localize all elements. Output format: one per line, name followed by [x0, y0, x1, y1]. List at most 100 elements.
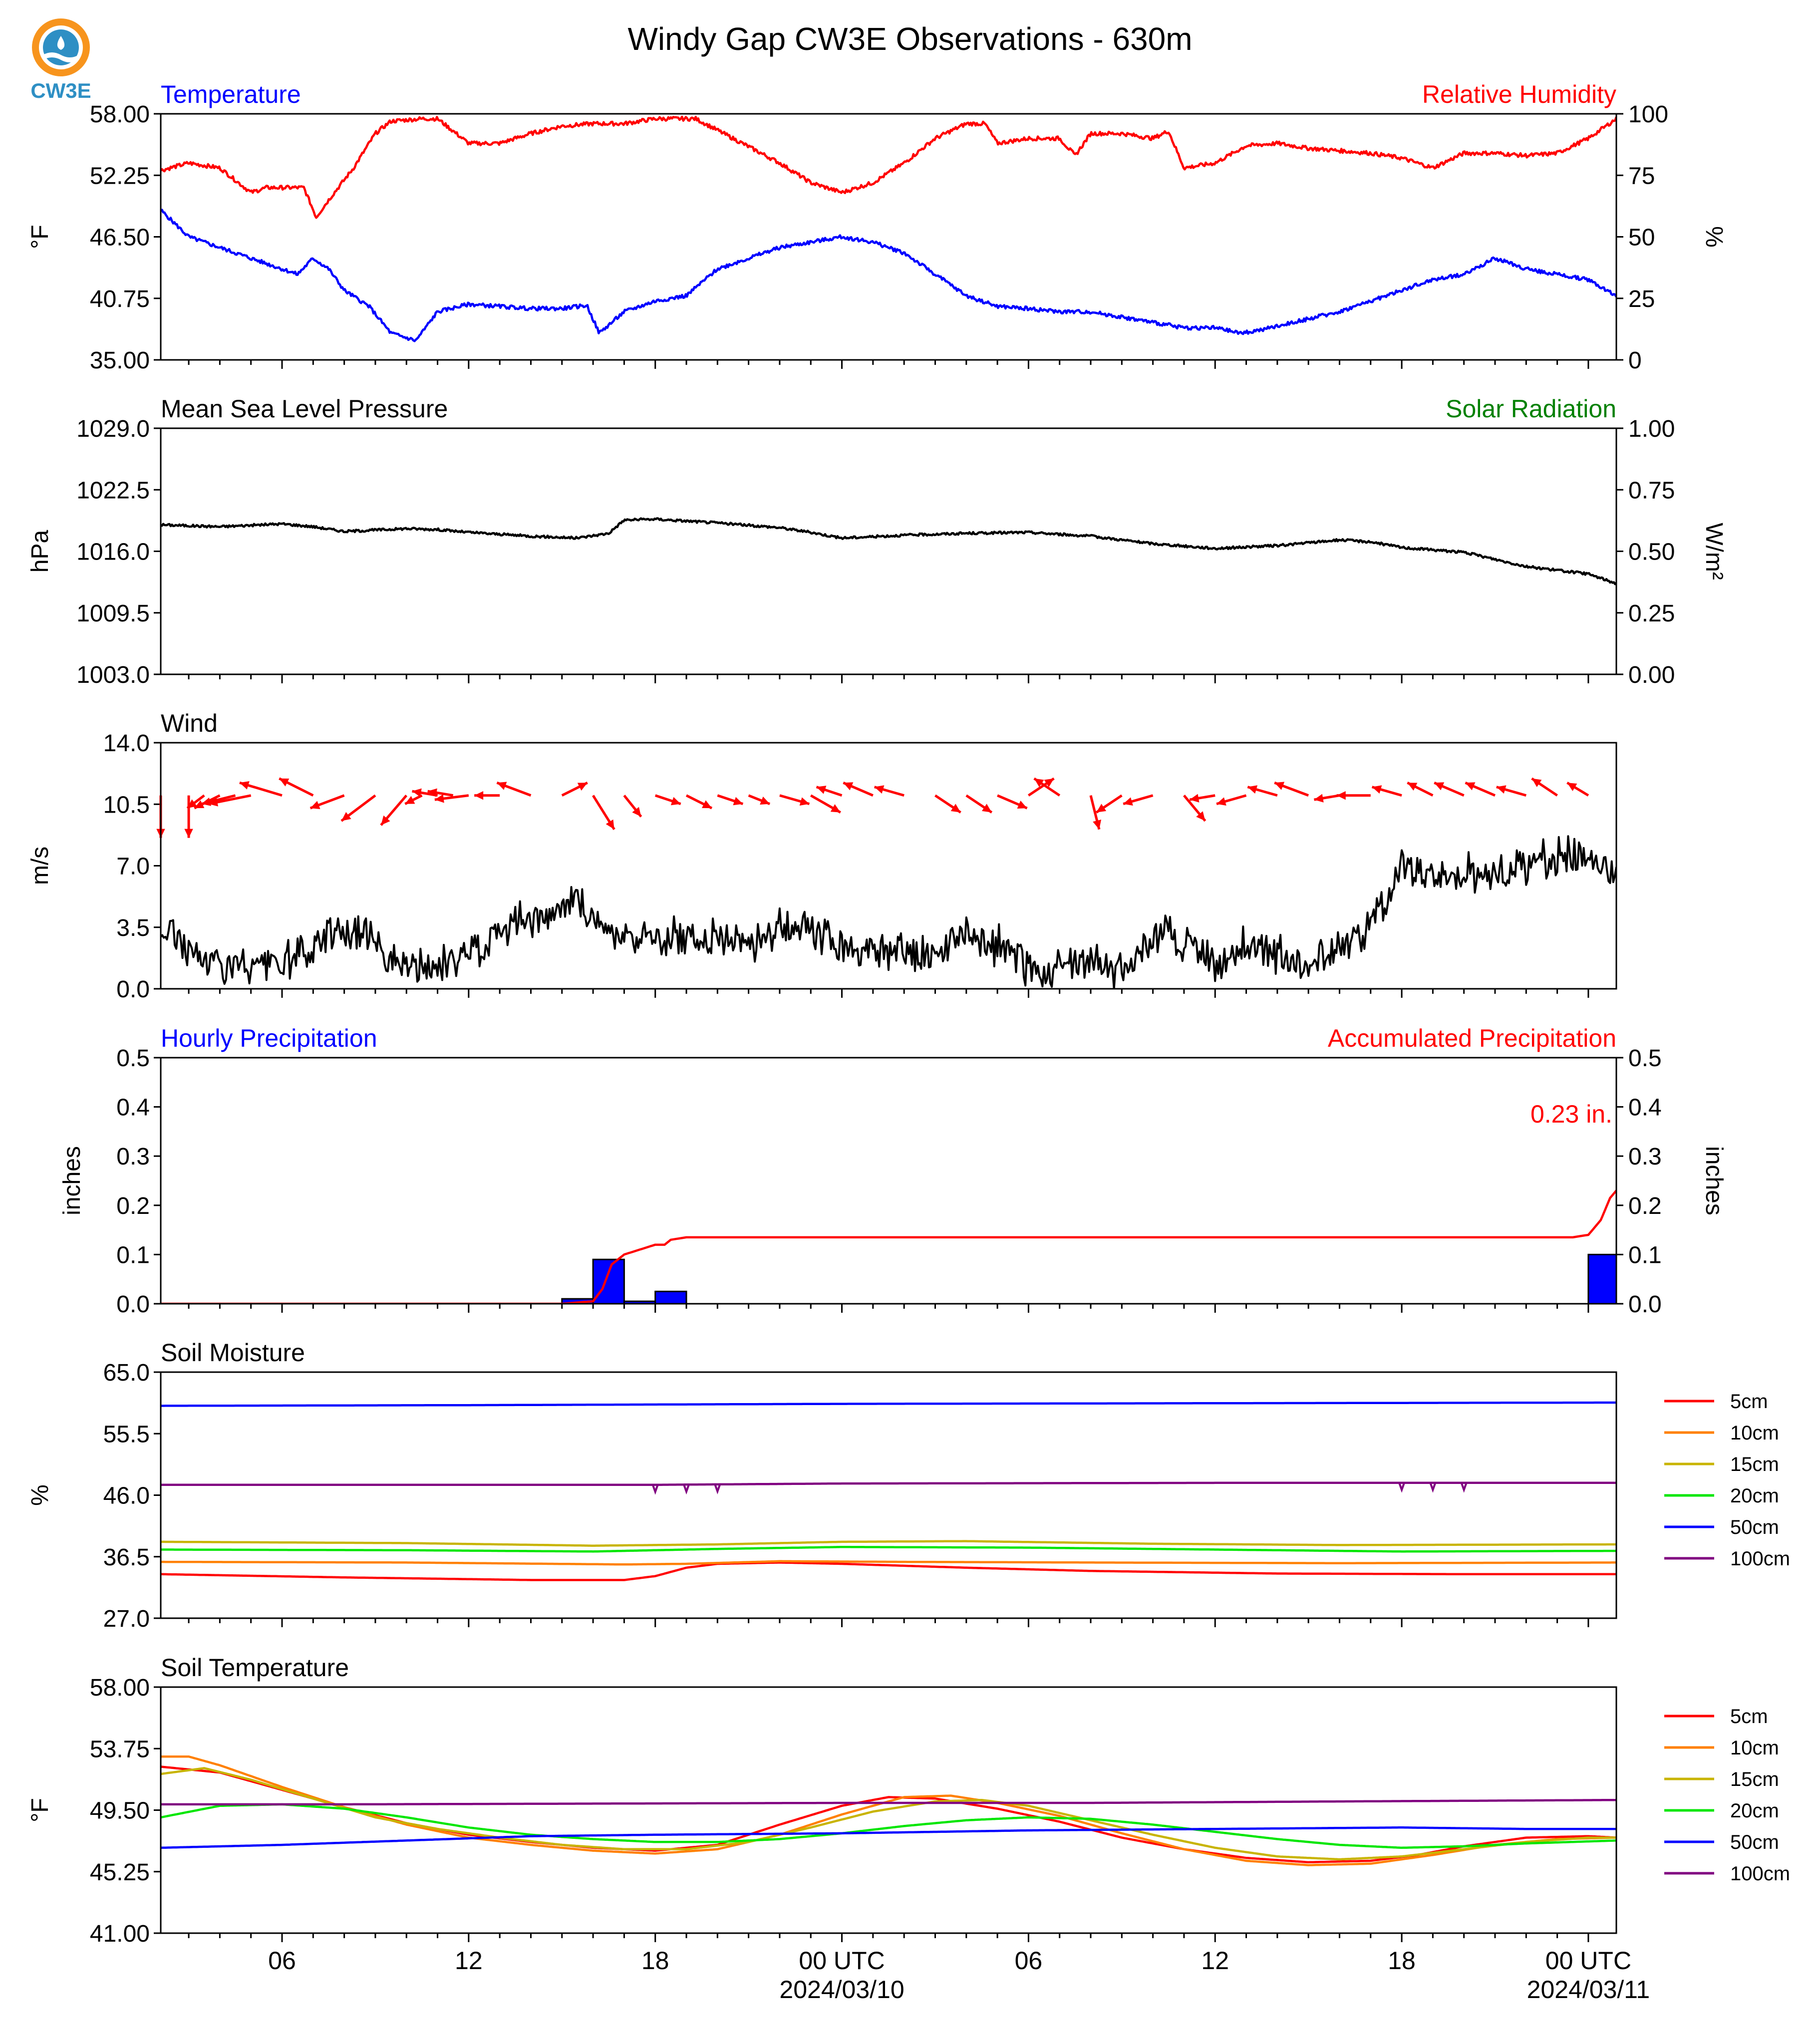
plot-area	[161, 836, 1616, 989]
plot-frame	[161, 428, 1616, 674]
y-axis-label-right: W/m²	[1701, 523, 1727, 580]
y-axis-label-right: %	[1701, 226, 1727, 248]
x-tick-label: 18	[641, 1947, 669, 1975]
plot-frame	[161, 114, 1616, 360]
cw3e-logo: CW3E	[30, 18, 91, 102]
panel-title-left: Mean Sea Level Pressure	[161, 395, 448, 423]
x-date-label: 2024/03/10	[779, 1976, 904, 2004]
y-tick-label-right: 0.1	[1628, 1242, 1662, 1268]
x-tick-label: 18	[1388, 1947, 1416, 1975]
panel-soil_temp: Soil Temperature 41.00 45.25 49.50 53.75 58.0…	[27, 1654, 1790, 1947]
y-axis-label-left: hPa	[27, 530, 53, 573]
y-tick-label-left: 46.50	[90, 225, 150, 251]
y-tick-label-left: 35.00	[90, 347, 150, 374]
y-tick-label-left: 0.0	[116, 1291, 150, 1318]
y-tick-label-left: 45.25	[90, 1859, 150, 1886]
plot-frame	[161, 1058, 1616, 1304]
panel-title-left: Hourly Precipitation	[161, 1024, 377, 1052]
plot-frame	[161, 743, 1616, 989]
legend-label: 100cm	[1730, 1548, 1790, 1570]
plot-frame	[161, 1372, 1616, 1618]
y-axis-label-left: °F	[27, 1798, 53, 1822]
wind-arrow-head	[671, 797, 681, 806]
y-tick-label-left: 52.25	[90, 163, 150, 189]
x-tick-label: 06	[1015, 1947, 1043, 1975]
x-tick-label: 12	[1201, 1947, 1229, 1975]
y-tick-label-left: 1003.0	[76, 662, 150, 688]
y-tick-label-right: 0.4	[1628, 1095, 1662, 1121]
legend-label: 20cm	[1730, 1485, 1779, 1507]
panel-title-left: Soil Temperature	[161, 1654, 349, 1682]
y-tick-label-left: 46.0	[103, 1483, 150, 1509]
y-tick-label-left: 10.5	[103, 792, 150, 818]
y-tick-label-right: 100	[1628, 101, 1668, 128]
y-axis-label-left: m/s	[27, 847, 53, 885]
wind-arrow-head	[733, 797, 743, 806]
y-tick-label-left: 3.5	[116, 915, 150, 941]
legend-label: 15cm	[1730, 1768, 1779, 1790]
precip-bar	[1588, 1254, 1619, 1304]
series-line-20cm	[161, 1547, 1616, 1551]
panel-temp_rh: Temperature Relative Humidity35.0040.7546…	[27, 80, 1727, 374]
logo-text: CW3E	[30, 79, 91, 102]
y-axis-label-left: inches	[59, 1146, 85, 1215]
plot-area	[161, 117, 1616, 341]
series-line	[161, 117, 1616, 218]
panel-soil_moisture: Soil Moisture27.036.546.055.565.0%5cm10c…	[27, 1339, 1790, 1632]
legend-label: 100cm	[1730, 1863, 1790, 1885]
y-tick-label-right: 1.00	[1628, 416, 1675, 442]
plot-area	[161, 1190, 1619, 1304]
series-line-10cm	[161, 1756, 1616, 1865]
wind-arrow-head	[817, 786, 827, 794]
x-tick-label: 00 UTC	[1545, 1947, 1631, 1975]
y-tick-label-left: 53.75	[90, 1736, 150, 1762]
legend-label: 15cm	[1730, 1453, 1779, 1475]
legend-label: 20cm	[1730, 1800, 1779, 1822]
series-line-15cm	[161, 1541, 1616, 1546]
wind-arrow-head	[474, 791, 483, 800]
y-tick-label-left: 55.5	[103, 1421, 150, 1448]
x-tick-label: 00 UTC	[799, 1947, 885, 1975]
panel-pressure: Mean Sea Level Pressure Solar Radiation 10…	[27, 395, 1727, 688]
y-tick-label-right: 0.00	[1628, 662, 1675, 688]
series-line	[161, 836, 1616, 989]
y-tick-label-left: 49.50	[90, 1798, 150, 1824]
y-tick-label-left: 40.75	[90, 286, 150, 312]
precip-bar	[655, 1291, 686, 1304]
panel-title-left: Temperature	[161, 80, 301, 108]
series-line-10cm	[161, 1561, 1616, 1565]
y-tick-label-right: 50	[1628, 225, 1655, 251]
panel-title-left: Wind	[161, 709, 218, 737]
y-tick-label-right: 0.50	[1628, 539, 1675, 566]
series-line	[161, 210, 1616, 341]
y-tick-label-left: 0.3	[116, 1144, 150, 1170]
figure-title: Windy Gap CW3E Observations - 630m	[627, 21, 1192, 57]
y-tick-label-left: 1016.0	[76, 539, 150, 566]
precip-bar	[593, 1259, 624, 1304]
y-tick-label-right: 75	[1628, 163, 1655, 189]
panel-title-right: Solar Radiation	[1446, 395, 1616, 423]
accumulated-total: 0.23 in.	[1530, 1100, 1612, 1128]
legend-label: 5cm	[1730, 1706, 1768, 1728]
plot-area	[161, 1403, 1616, 1580]
series-line	[161, 518, 1616, 584]
y-tick-label-left: 1029.0	[76, 416, 150, 442]
wind-arrow-head	[184, 829, 193, 838]
plot-area	[161, 1756, 1616, 1865]
series-line-5cm	[161, 1562, 1616, 1580]
y-tick-label-left: 1022.5	[76, 477, 150, 504]
y-axis-label-left: °F	[27, 225, 53, 249]
y-axis-label-right: inches	[1701, 1146, 1727, 1215]
y-tick-label-left: 1009.5	[76, 600, 150, 627]
panel-title-left: Soil Moisture	[161, 1339, 305, 1367]
panel-title-right: Accumulated Precipitation	[1328, 1024, 1616, 1052]
panel-precip: Hourly Precipitation Accumulated Precipit…	[59, 1024, 1727, 1318]
series-line-50cm	[161, 1827, 1616, 1848]
y-tick-label-right: 0.0	[1628, 1291, 1662, 1318]
y-tick-label-left: 58.00	[90, 1675, 150, 1701]
y-tick-label-right: 0.75	[1628, 477, 1675, 504]
y-tick-label-left: 58.00	[90, 101, 150, 128]
x-tick-label: 12	[455, 1947, 483, 1975]
y-tick-label-left: 36.5	[103, 1544, 150, 1571]
